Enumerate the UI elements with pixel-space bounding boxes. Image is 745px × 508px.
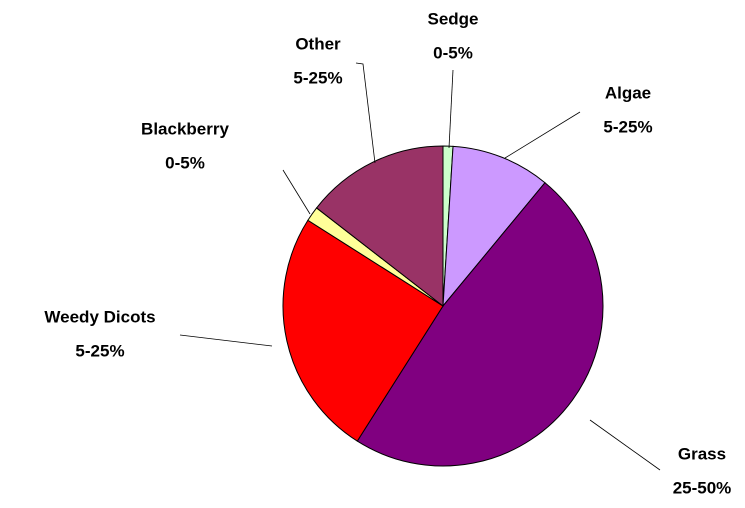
slice-range-label: 5-25% — [603, 117, 652, 136]
slice — [356, 182, 604, 467]
slice — [442, 145, 546, 308]
slice-range-label: 5-25% — [75, 341, 124, 360]
slice-label: Blackberry — [141, 119, 229, 138]
slice-label: Other — [295, 34, 341, 53]
slice-range-label: 0-5% — [433, 43, 473, 62]
slice-label: Algae — [605, 83, 651, 102]
slice-label: Weedy Dicots — [44, 307, 155, 326]
slice — [282, 219, 444, 442]
slice — [315, 145, 444, 308]
leader-line — [504, 111, 581, 159]
leader-line — [282, 169, 311, 215]
slice-range-label: 0-5% — [165, 153, 205, 172]
slice-label: Sedge — [427, 9, 478, 28]
leader-line — [355, 62, 376, 164]
slice-range-label: 5-25% — [293, 68, 342, 87]
slice-range-label: 25-50% — [673, 478, 732, 497]
slice-label: Grass — [678, 444, 726, 463]
leader-line — [448, 69, 454, 149]
leader-line — [179, 334, 273, 347]
leader-line — [589, 419, 661, 471]
